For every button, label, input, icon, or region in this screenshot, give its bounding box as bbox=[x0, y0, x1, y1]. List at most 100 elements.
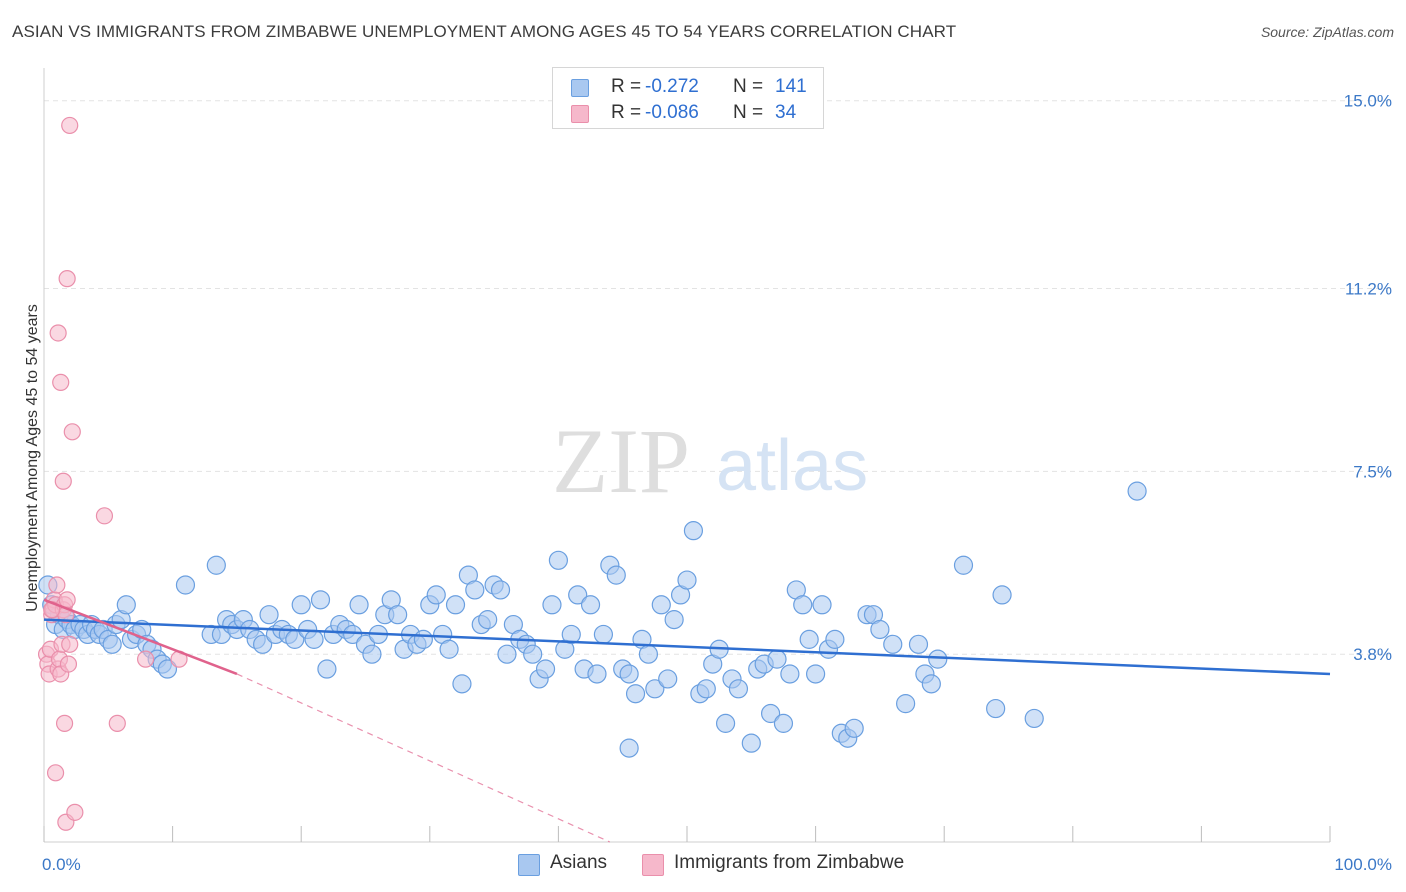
y-tick-label: 15.0% bbox=[1344, 92, 1392, 111]
point-asians bbox=[677, 570, 697, 590]
point-asians bbox=[587, 664, 607, 684]
point-zimbabwe bbox=[108, 714, 126, 732]
series-zimbabwe bbox=[37, 116, 188, 831]
legend-swatch-asians bbox=[571, 79, 589, 97]
point-asians bbox=[683, 521, 704, 541]
point-asians bbox=[773, 713, 794, 733]
point-asians bbox=[619, 664, 639, 684]
gridlines bbox=[44, 100, 1392, 655]
point-asians bbox=[619, 738, 639, 758]
point-asians bbox=[992, 585, 1012, 605]
point-zimbabwe bbox=[58, 270, 76, 288]
point-asians bbox=[780, 664, 800, 684]
x-tick-label-min: 0.0% bbox=[42, 855, 81, 874]
point-asians bbox=[696, 679, 716, 699]
trend-line-zimbabwe-extension bbox=[236, 673, 611, 843]
legend-r-value: -0.272 bbox=[645, 76, 699, 97]
trend-line-asians bbox=[43, 618, 1331, 676]
point-asians bbox=[580, 595, 601, 615]
point-asians bbox=[102, 634, 122, 654]
legend-n-value: 141 bbox=[775, 76, 807, 97]
point-zimbabwe bbox=[54, 472, 72, 490]
point-asians bbox=[741, 733, 761, 753]
point-asians bbox=[259, 605, 279, 625]
point-zimbabwe bbox=[61, 635, 79, 653]
correlation-legend: R = -0.272 N = 141 R = -0.086 N = 34 bbox=[552, 67, 824, 129]
point-asians bbox=[638, 644, 659, 664]
point-asians bbox=[548, 550, 569, 570]
point-asians bbox=[439, 639, 459, 659]
point-asians bbox=[658, 669, 678, 689]
point-asians bbox=[478, 610, 498, 630]
point-asians bbox=[896, 694, 916, 714]
bottom-legend-swatch-asians bbox=[518, 854, 540, 876]
legend-r-label: R = bbox=[611, 102, 642, 123]
point-asians bbox=[116, 595, 136, 615]
point-asians bbox=[568, 585, 588, 605]
point-asians bbox=[535, 659, 556, 679]
point-asians bbox=[928, 649, 948, 669]
point-asians bbox=[490, 580, 511, 600]
point-asians bbox=[908, 634, 929, 654]
point-asians bbox=[1024, 708, 1044, 729]
point-asians bbox=[465, 580, 485, 600]
point-asians bbox=[728, 679, 749, 699]
point-asians bbox=[870, 619, 890, 640]
series-asians bbox=[38, 481, 1147, 758]
point-asians bbox=[343, 624, 363, 645]
point-asians bbox=[349, 595, 369, 615]
point-zimbabwe bbox=[49, 324, 67, 342]
point-asians bbox=[1127, 481, 1147, 501]
point-asians bbox=[445, 595, 466, 615]
point-asians bbox=[986, 698, 1006, 719]
point-asians bbox=[625, 684, 646, 704]
point-asians bbox=[953, 555, 974, 575]
watermark-atlas: atlas bbox=[716, 426, 868, 506]
point-asians bbox=[767, 649, 787, 669]
point-asians bbox=[362, 644, 382, 664]
point-asians bbox=[206, 555, 226, 575]
legend-n-label: N = bbox=[733, 76, 764, 97]
point-asians bbox=[812, 595, 832, 615]
point-asians bbox=[175, 575, 196, 595]
point-asians bbox=[805, 664, 826, 684]
point-zimbabwe bbox=[59, 655, 78, 673]
legend-n-label: N = bbox=[733, 102, 764, 123]
point-zimbabwe bbox=[136, 650, 155, 668]
point-zimbabwe bbox=[95, 507, 114, 525]
y-tick-label: 11.2% bbox=[1345, 280, 1392, 299]
point-asians bbox=[542, 595, 562, 615]
point-asians bbox=[799, 629, 819, 649]
bottom-legend-label-asians: Asians bbox=[550, 852, 608, 873]
y-tick-label: 7.5% bbox=[1353, 462, 1392, 481]
bottom-legend-label-zimbabwe: Immigrants from Zimbabwe bbox=[674, 852, 905, 873]
point-zimbabwe bbox=[46, 764, 65, 782]
legend-swatch-zimbabwe bbox=[571, 105, 589, 123]
point-zimbabwe bbox=[55, 714, 74, 732]
point-asians bbox=[760, 703, 781, 724]
trend-line-zimbabwe bbox=[43, 598, 238, 676]
point-asians bbox=[253, 634, 273, 654]
point-asians bbox=[523, 644, 543, 664]
watermark: ZIP atlas bbox=[552, 410, 868, 512]
point-asians bbox=[921, 674, 941, 694]
legend-r-label: R = bbox=[611, 76, 642, 97]
point-asians bbox=[452, 674, 472, 694]
point-asians bbox=[413, 629, 433, 649]
legend-n-value: 34 bbox=[775, 102, 797, 123]
point-asians bbox=[426, 585, 446, 605]
point-asians bbox=[388, 605, 408, 625]
tick-labels: 3.8% 7.5% 11.2% 15.0% 0.0% 100.0% bbox=[42, 92, 1392, 874]
point-asians bbox=[664, 610, 684, 630]
point-zimbabwe bbox=[61, 116, 79, 135]
point-asians bbox=[304, 629, 324, 649]
trend-lines bbox=[43, 598, 1331, 843]
point-asians bbox=[291, 595, 311, 615]
bottom-legend-swatch-zimbabwe bbox=[642, 854, 664, 876]
point-zimbabwe bbox=[66, 803, 84, 821]
point-zimbabwe bbox=[63, 423, 81, 441]
point-asians bbox=[645, 679, 665, 699]
watermark-zip: ZIP bbox=[552, 410, 690, 512]
point-asians bbox=[606, 565, 626, 585]
point-asians bbox=[825, 629, 845, 649]
